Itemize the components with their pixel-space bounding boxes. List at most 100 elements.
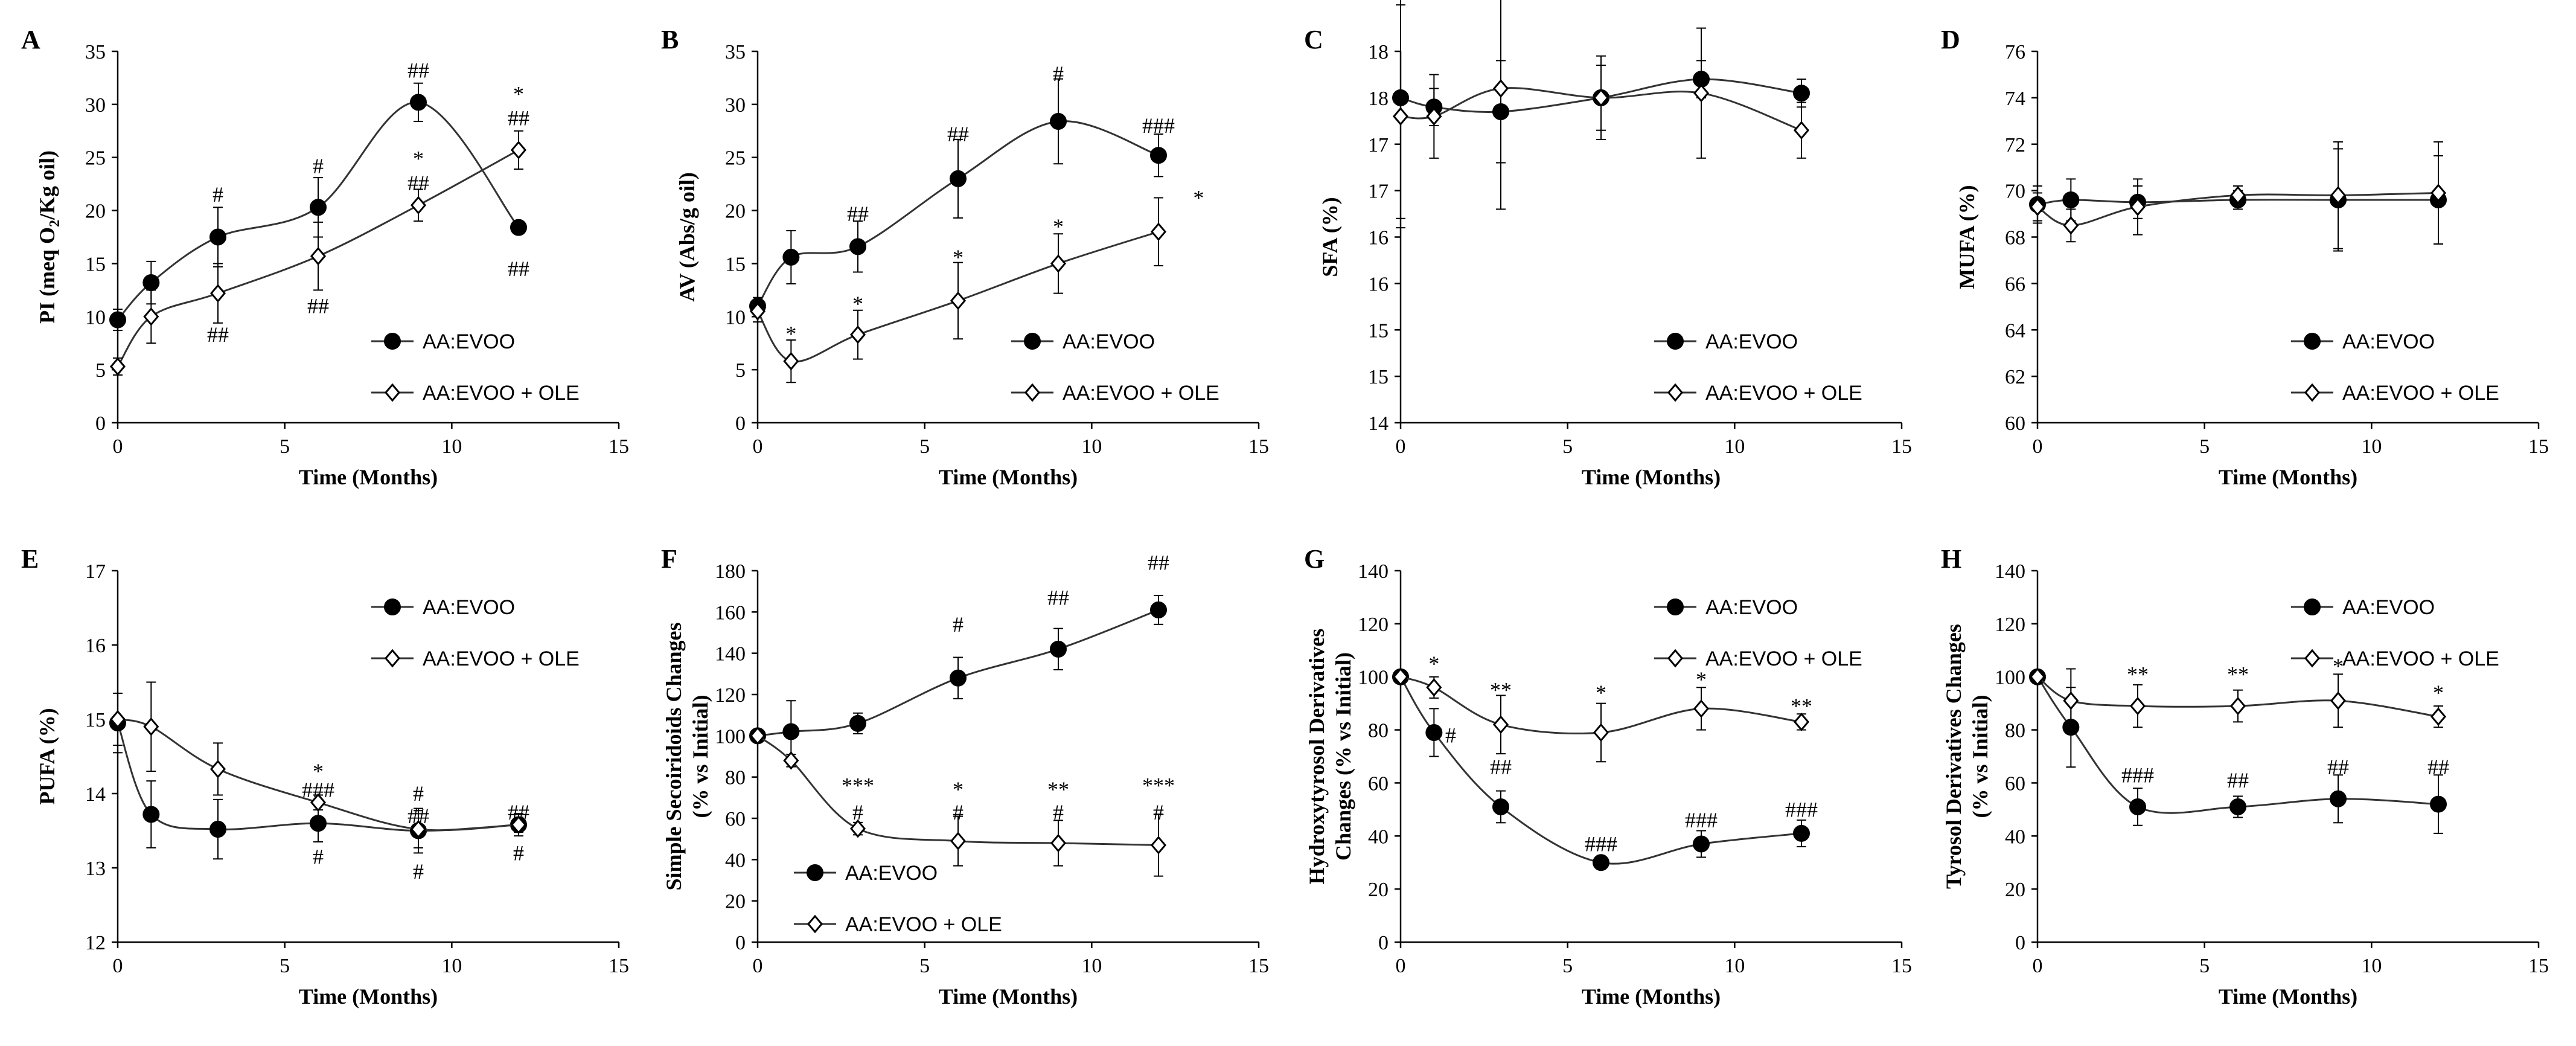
- significance-label: #: [213, 182, 223, 207]
- panel-a: A 0 5 10 15 20 25 30 35 0 5 10 15 Time (Months) PI (me…: [21, 25, 629, 489]
- x-axis-label: Time (Months): [299, 465, 438, 489]
- series-aa-evoo-ole: [749, 197, 1167, 383]
- data-point: [1150, 836, 1167, 855]
- data-point: [1150, 147, 1167, 164]
- significance-label: ##: [307, 294, 329, 318]
- y-axis-label: Hydroxytyrosol Derivatives Changes (% vs …: [1305, 629, 1355, 885]
- data-point: [2029, 667, 2046, 687]
- legend: AA:EVOO AA:EVOO + OLE: [371, 596, 580, 670]
- y-tick-label: 5: [95, 359, 106, 382]
- y-tick-label: 12: [85, 932, 106, 954]
- data-point: [1693, 83, 1710, 103]
- x-tick-label: 0: [113, 435, 123, 458]
- y-tick-label: 80: [1368, 720, 1389, 742]
- x-tick-label: 15: [1248, 955, 1269, 977]
- significance-label: ###: [2121, 763, 2154, 787]
- significance-label: **: [1791, 694, 1812, 718]
- y-tick-label: 100: [1995, 667, 2025, 689]
- data-point: [1392, 107, 1409, 126]
- data-point: [1492, 798, 1509, 815]
- series-aa-evoo-ole: [1392, 667, 1810, 763]
- significance-label: ##: [207, 322, 229, 347]
- panel-letter: C: [1304, 25, 1323, 54]
- panel-letter: B: [661, 25, 679, 54]
- x-axis-label: Time (Months): [2219, 465, 2357, 489]
- data-point: [1793, 121, 1810, 140]
- data-point: [1050, 254, 1067, 273]
- y-axis-label-line2: Changes (% vs Initial): [1331, 652, 1355, 861]
- series-aa-evoo-ole: [1392, 0, 1810, 229]
- data-point: [950, 291, 967, 310]
- data-point: [2062, 191, 2080, 208]
- legend-marker: [384, 598, 401, 615]
- significance-label: *: [513, 82, 524, 106]
- y-tick-label: 16: [85, 635, 106, 657]
- y-axis-label-text: PUFA (%): [35, 708, 59, 804]
- significance-label: *: [953, 245, 964, 269]
- data-point: [1793, 85, 1810, 102]
- legend-marker: [2304, 383, 2321, 402]
- data-point: [749, 727, 766, 745]
- significance-label: ##: [508, 800, 529, 824]
- data-point: [310, 199, 327, 216]
- significance-label: #: [313, 154, 324, 178]
- y-axis-label-text: MUFA (%): [1955, 185, 1979, 289]
- data-point: [209, 284, 226, 303]
- significance-label: ##: [847, 202, 869, 226]
- y-tick-label: 20: [1368, 879, 1389, 901]
- x-tick-label: 15: [609, 435, 629, 458]
- legend-marker: [2304, 333, 2321, 350]
- y-axis-label-text: AV (Abs/g oil): [675, 172, 699, 302]
- x-tick-label: 0: [1396, 435, 1406, 458]
- y-tick-label: 16: [1368, 227, 1389, 249]
- series-aa-evoo: [109, 82, 527, 332]
- x-tick-label: 5: [2199, 435, 2210, 458]
- legend-marker: [384, 383, 401, 402]
- x-tick-label: 5: [1562, 435, 1573, 458]
- significance-label: ##: [1148, 550, 1169, 574]
- x-tick-label: 5: [919, 435, 930, 458]
- significance-label: ##: [2427, 755, 2449, 779]
- y-tick-label: 17: [85, 560, 106, 583]
- y-tick-label: 16: [1368, 273, 1389, 295]
- legend-marker: [2304, 649, 2321, 668]
- data-point: [2129, 798, 2146, 815]
- data-point: [510, 219, 527, 236]
- y-tick-label: 76: [2005, 41, 2025, 63]
- significance-label: ##: [407, 804, 429, 828]
- x-tick-label: 15: [2528, 955, 2549, 977]
- data-point: [1793, 713, 1810, 731]
- y-tick-label: 25: [85, 147, 106, 170]
- significance-label: ***: [1142, 773, 1175, 797]
- y-tick-label: 72: [2005, 134, 2025, 156]
- x-tick-label: 5: [280, 955, 290, 977]
- x-tick-label: 0: [753, 435, 763, 458]
- y-tick-label: 18: [1368, 41, 1389, 63]
- panel-letter: A: [21, 25, 40, 54]
- x-axis-label: Time (Months): [1582, 465, 1721, 489]
- data-point: [2330, 185, 2347, 205]
- y-tick-label: 17: [1368, 181, 1389, 203]
- data-point: [2129, 197, 2146, 216]
- y-tick-label: 68: [2005, 227, 2025, 249]
- data-point: [950, 669, 967, 687]
- data-point: [2229, 798, 2246, 815]
- data-point: [410, 94, 427, 111]
- y-tick-label: 60: [2005, 772, 2025, 795]
- legend-label: AA:EVOO: [423, 596, 515, 619]
- data-point: [1426, 107, 1442, 126]
- data-point: [142, 806, 160, 823]
- x-tick-label: 15: [609, 955, 629, 977]
- x-tick-label: 5: [280, 435, 290, 458]
- significance-label: #: [1053, 62, 1064, 86]
- panel-letter: D: [1941, 25, 1960, 54]
- y-tick-label: 25: [725, 147, 746, 170]
- x-tick-label: 0: [753, 955, 763, 977]
- y-tick-label: 14: [85, 783, 106, 806]
- x-tick-label: 15: [1891, 955, 1912, 977]
- y-tick-label: 64: [2005, 319, 2025, 342]
- significance-label: ###: [302, 778, 334, 802]
- y-tick-label: 120: [1358, 614, 1389, 636]
- data-point: [2430, 795, 2447, 813]
- x-tick-label: 15: [1891, 435, 1912, 458]
